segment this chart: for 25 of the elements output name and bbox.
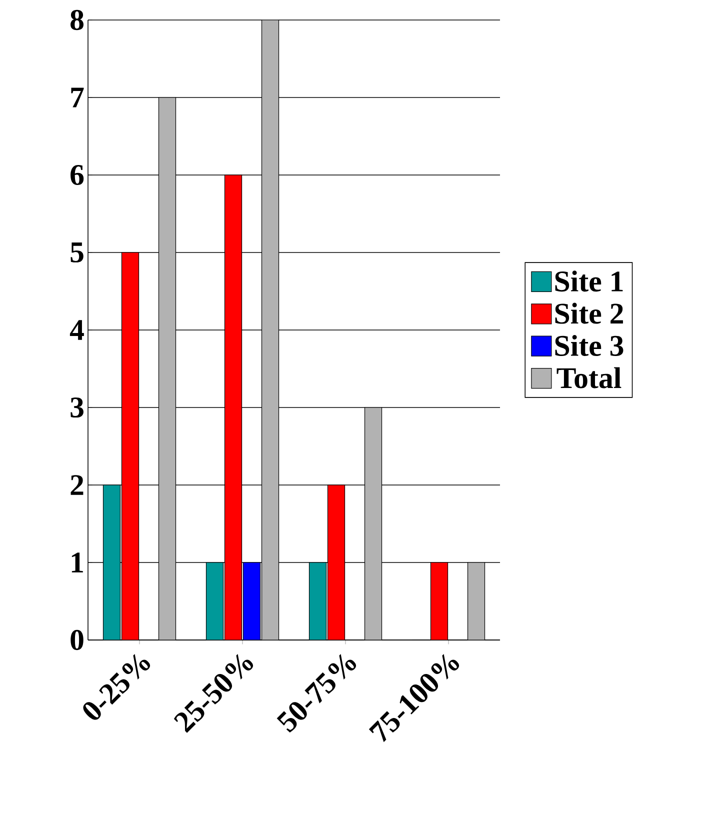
bar (158, 98, 176, 640)
y-tick-label: 1 (72, 552, 83, 572)
y-tick-label: 6 (70, 164, 84, 186)
y-tick-label: 0 (70, 630, 84, 650)
bar (243, 562, 260, 640)
bar (328, 485, 345, 640)
y-tick-label: 2 (70, 475, 84, 495)
bar (103, 485, 120, 640)
y-tick-label: 8 (70, 10, 84, 30)
y-tick-label: 4 (70, 320, 84, 340)
legend-label: Site 1 (555, 270, 623, 292)
bar (262, 20, 279, 640)
legend-label: Site 2 (555, 302, 623, 324)
legend-label: Total (556, 367, 622, 388)
y-tick-label: 5 (70, 242, 84, 262)
bar (467, 562, 486, 640)
bar (309, 562, 326, 640)
y-tick-label: 3 (70, 397, 84, 418)
bar (364, 408, 382, 640)
bar (206, 562, 224, 640)
bar (122, 252, 139, 640)
legend-label: Site 3 (555, 334, 624, 356)
bar (224, 175, 242, 640)
bar (430, 562, 448, 640)
y-tick-label: 7 (71, 88, 84, 108)
